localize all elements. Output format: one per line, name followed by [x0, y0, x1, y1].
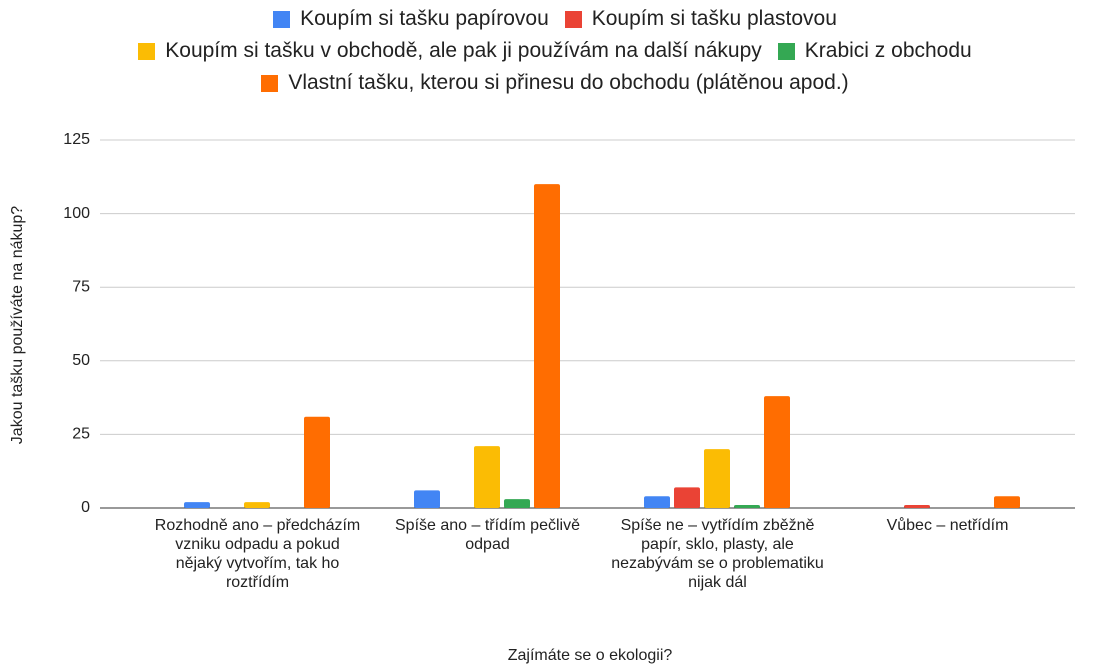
y-axis-title: Jakou tašku používáte na nákup? — [9, 206, 26, 444]
legend-item: Krabici z obchodu — [777, 36, 972, 66]
bar — [414, 490, 440, 508]
x-axis-title: Zajímáte se o ekologii? — [508, 647, 673, 664]
bar — [904, 505, 930, 508]
x-tick-label: Spíše ano – třídím pečlivě odpad — [395, 517, 580, 553]
y-tick-label: 50 — [72, 352, 90, 369]
legend-swatch — [273, 10, 291, 28]
bar — [674, 487, 700, 508]
y-tick-label: 0 — [81, 499, 90, 516]
legend-item: Koupím si tašku v obchodě, ale pak ji po… — [138, 36, 762, 66]
bar — [534, 184, 560, 508]
legend-swatch — [261, 74, 279, 92]
legend: Koupím si tašku papírovou Koupím si tašku… — [20, 4, 1090, 98]
bar — [184, 502, 210, 508]
legend-item: Koupím si tašku papírovou — [273, 4, 549, 34]
legend-swatch — [777, 42, 795, 60]
bar — [994, 496, 1020, 508]
bar — [644, 496, 670, 508]
bar — [304, 416, 330, 508]
bar — [704, 449, 730, 508]
legend-label: Koupím si tašku papírovou — [300, 7, 549, 30]
y-tick-label: 75 — [72, 278, 90, 295]
legend-label: Koupím si tašku v obchodě, ale pak ji po… — [165, 39, 762, 62]
legend-item: Vlastní tašku, kterou si přinesu do obch… — [261, 68, 849, 98]
x-tick-label: Rozhodně ano – předcházím vzniku odpadu … — [154, 517, 361, 591]
y-tick-label: 125 — [63, 131, 90, 148]
legend-label: Krabici z obchodu — [804, 39, 972, 62]
legend-swatch — [564, 10, 582, 28]
bar — [244, 502, 270, 508]
bar — [764, 396, 790, 508]
legend-swatch — [138, 42, 156, 60]
x-tick-label: Spíše ne – vytřídím zběžně papír, sklo, … — [611, 517, 824, 591]
x-tick-label: Vůbec – netřídím — [886, 517, 1009, 534]
y-tick-label: 25 — [72, 426, 90, 443]
bar — [474, 446, 500, 508]
y-tick-label: 100 — [63, 205, 90, 222]
legend-item: Koupím si tašku plastovou — [564, 4, 837, 34]
legend-label: Vlastní tašku, kterou si přinesu do obch… — [288, 71, 849, 94]
bar — [504, 499, 530, 508]
legend-label: Koupím si tašku plastovou — [591, 7, 837, 30]
bar — [734, 505, 760, 508]
